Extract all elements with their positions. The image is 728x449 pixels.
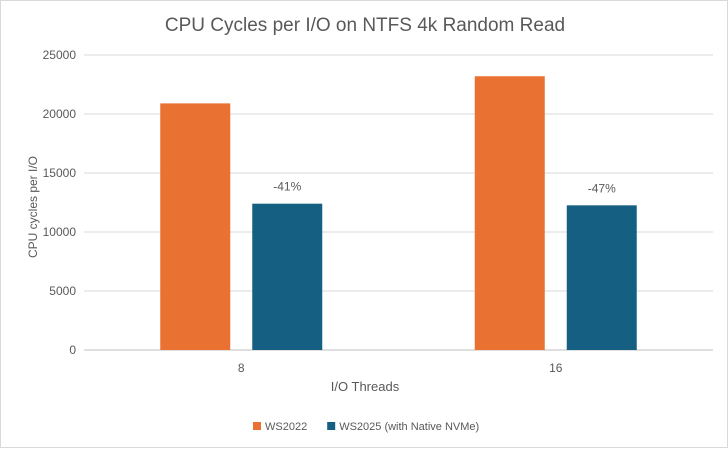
bar-ws2025-8 [252, 203, 323, 350]
legend-swatch [253, 422, 261, 430]
x-axis-label: I/O Threads [331, 379, 400, 394]
y-tick-label: 20000 [43, 107, 77, 121]
chart-title: CPU Cycles per I/O on NTFS 4k Random Rea… [165, 15, 565, 36]
data-label: -47% [588, 181, 616, 195]
y-axis-label: CPU cycles per I/O [26, 156, 40, 258]
bar-ws2025-16 [566, 205, 637, 350]
legend-label: WS2025 (with Native NVMe) [339, 421, 479, 433]
y-tick-label: 25000 [43, 48, 77, 62]
y-tick-label: 10000 [43, 225, 77, 239]
data-label: -41% [273, 180, 301, 194]
bar-ws2022-8 [160, 103, 231, 350]
y-tick-label: 5000 [49, 284, 76, 298]
legend-swatch [327, 422, 336, 430]
x-tick-label: 8 [238, 361, 245, 375]
x-tick-label: 16 [549, 361, 563, 375]
legend-label: WS2022 [265, 421, 307, 433]
bar-ws2022-16 [474, 76, 545, 351]
y-tick-label: 0 [69, 343, 76, 357]
y-tick-label: 15000 [43, 166, 77, 180]
